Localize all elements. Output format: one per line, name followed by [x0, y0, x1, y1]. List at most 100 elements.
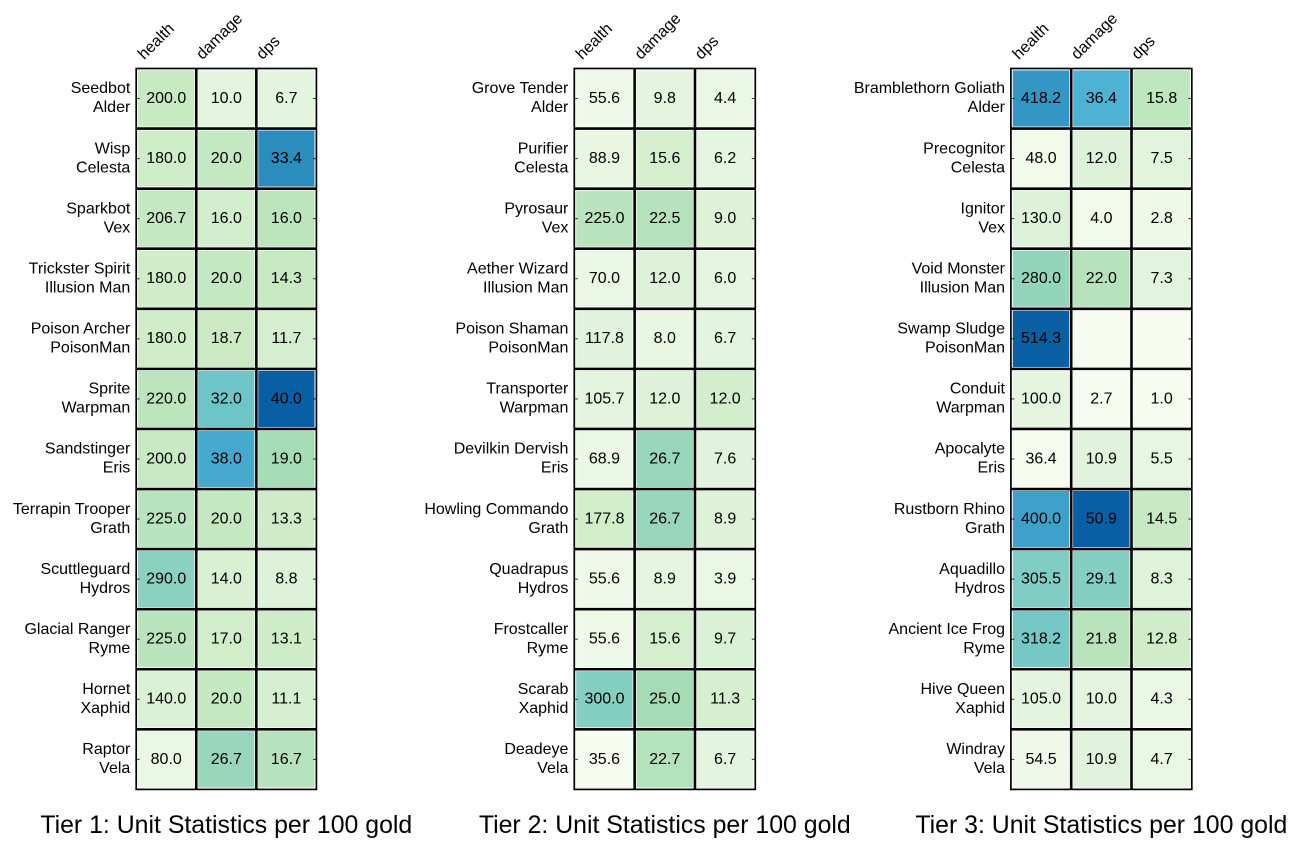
svg-text:Illusion Man: Illusion Man	[483, 279, 568, 296]
svg-text:225.0: 225.0	[146, 631, 186, 648]
svg-text:8.3: 8.3	[1151, 571, 1173, 588]
svg-text:16.0: 16.0	[271, 210, 302, 227]
svg-text:130.0: 130.0	[1021, 210, 1061, 227]
svg-text:Swamp Sludge: Swamp Sludge	[897, 321, 1005, 338]
svg-text:Terrapin Trooper: Terrapin Trooper	[13, 501, 131, 518]
svg-text:Tier 3: Unit Statistics per 10: Tier 3: Unit Statistics per 100 gold	[915, 812, 1287, 839]
svg-text:Frostcaller: Frostcaller	[494, 621, 569, 638]
svg-text:70.0: 70.0	[589, 270, 620, 287]
svg-text:180.0: 180.0	[146, 150, 186, 167]
svg-text:Poison Shaman: Poison Shaman	[455, 321, 568, 338]
svg-text:Vex: Vex	[978, 219, 1005, 236]
svg-text:180.0: 180.0	[146, 270, 186, 287]
svg-text:Rustborn Rhino: Rustborn Rhino	[894, 501, 1005, 518]
svg-text:2.8: 2.8	[1151, 210, 1173, 227]
svg-text:318.2: 318.2	[1021, 631, 1061, 648]
svg-text:Warpman: Warpman	[500, 400, 569, 417]
svg-text:Ryme: Ryme	[527, 640, 569, 657]
svg-text:26.7: 26.7	[649, 450, 680, 467]
svg-text:Apocalyte: Apocalyte	[935, 441, 1005, 458]
svg-text:Illusion Man: Illusion Man	[45, 279, 130, 296]
svg-text:Precognitor: Precognitor	[923, 140, 1005, 157]
svg-text:Devilkin Dervish: Devilkin Dervish	[454, 441, 569, 458]
svg-text:Warpman: Warpman	[936, 400, 1005, 417]
svg-text:54.5: 54.5	[1025, 751, 1056, 768]
svg-text:25.0: 25.0	[649, 691, 680, 708]
svg-text:11.7: 11.7	[271, 330, 301, 347]
svg-text:225.0: 225.0	[146, 510, 186, 527]
svg-text:6.7: 6.7	[714, 751, 736, 768]
svg-text:Sprite: Sprite	[89, 381, 131, 398]
svg-text:8.8: 8.8	[275, 571, 297, 588]
svg-text:Scuttleguard: Scuttleguard	[40, 561, 130, 578]
svg-text:8.9: 8.9	[654, 571, 676, 588]
svg-text:48.0: 48.0	[1025, 150, 1056, 167]
svg-text:16.7: 16.7	[271, 751, 302, 768]
svg-text:11.3: 11.3	[710, 691, 740, 708]
svg-text:Transporter: Transporter	[486, 381, 569, 398]
svg-text:100.0: 100.0	[1021, 390, 1061, 407]
svg-text:Alder: Alder	[93, 99, 131, 116]
svg-text:17.0: 17.0	[211, 631, 242, 648]
svg-text:280.0: 280.0	[1021, 270, 1061, 287]
svg-text:20.0: 20.0	[211, 691, 242, 708]
svg-text:Tier 1: Unit Statistics per 10: Tier 1: Unit Statistics per 100 gold	[40, 812, 412, 839]
svg-text:Vela: Vela	[537, 760, 568, 777]
svg-text:9.7: 9.7	[714, 631, 736, 648]
svg-text:Grath: Grath	[90, 520, 130, 537]
svg-text:40.0: 40.0	[271, 390, 302, 407]
svg-text:6.2: 6.2	[714, 150, 736, 167]
svg-text:20.0: 20.0	[211, 510, 242, 527]
svg-text:4.3: 4.3	[1151, 691, 1173, 708]
svg-text:22.5: 22.5	[649, 210, 680, 227]
svg-text:PoisonMan: PoisonMan	[925, 340, 1005, 357]
svg-text:Vex: Vex	[542, 219, 569, 236]
svg-text:15.8: 15.8	[1146, 90, 1177, 107]
svg-text:Eris: Eris	[977, 460, 1005, 477]
svg-text:12.0: 12.0	[1086, 150, 1117, 167]
svg-text:177.8: 177.8	[584, 510, 624, 527]
svg-text:7.5: 7.5	[1151, 150, 1173, 167]
svg-text:12.0: 12.0	[710, 390, 741, 407]
svg-text:Grath: Grath	[965, 520, 1005, 537]
svg-text:55.6: 55.6	[589, 90, 620, 107]
svg-text:200.0: 200.0	[146, 450, 186, 467]
svg-text:105.0: 105.0	[1021, 691, 1061, 708]
svg-text:20.0: 20.0	[211, 150, 242, 167]
svg-text:225.0: 225.0	[584, 210, 624, 227]
svg-text:13.1: 13.1	[271, 631, 302, 648]
svg-text:180.0: 180.0	[146, 330, 186, 347]
svg-text:Aquadillo: Aquadillo	[939, 561, 1005, 578]
svg-text:22.0: 22.0	[1086, 270, 1117, 287]
svg-text:Celesta: Celesta	[76, 159, 130, 176]
svg-text:418.2: 418.2	[1021, 90, 1061, 107]
svg-text:105.7: 105.7	[584, 390, 624, 407]
svg-text:35.6: 35.6	[589, 751, 620, 768]
svg-text:68.9: 68.9	[589, 450, 620, 467]
svg-text:15.6: 15.6	[649, 150, 680, 167]
svg-text:200.0: 200.0	[146, 90, 186, 107]
svg-text:Conduit: Conduit	[950, 381, 1006, 398]
svg-text:514.3: 514.3	[1021, 330, 1061, 347]
svg-text:8.9: 8.9	[714, 510, 736, 527]
svg-text:88.9: 88.9	[589, 150, 620, 167]
svg-text:3.9: 3.9	[714, 571, 736, 588]
svg-text:Trickster Spirit: Trickster Spirit	[29, 260, 131, 277]
svg-text:Celesta: Celesta	[951, 159, 1005, 176]
svg-text:220.0: 220.0	[146, 390, 186, 407]
svg-text:12.8: 12.8	[1146, 631, 1177, 648]
svg-text:36.4: 36.4	[1025, 450, 1056, 467]
svg-text:Glacial Ranger: Glacial Ranger	[24, 621, 131, 638]
svg-text:Ryme: Ryme	[963, 640, 1005, 657]
svg-text:80.0: 80.0	[151, 751, 182, 768]
svg-text:Eris: Eris	[541, 460, 569, 477]
svg-text:Poison Archer: Poison Archer	[31, 321, 131, 338]
svg-text:26.7: 26.7	[649, 510, 680, 527]
svg-text:6.7: 6.7	[714, 330, 736, 347]
svg-text:Deadeye: Deadeye	[504, 741, 568, 758]
svg-text:15.6: 15.6	[649, 631, 680, 648]
svg-text:4.7: 4.7	[1151, 751, 1173, 768]
svg-text:Hydros: Hydros	[80, 580, 131, 597]
svg-text:10.9: 10.9	[1086, 751, 1117, 768]
svg-text:PoisonMan: PoisonMan	[488, 340, 568, 357]
